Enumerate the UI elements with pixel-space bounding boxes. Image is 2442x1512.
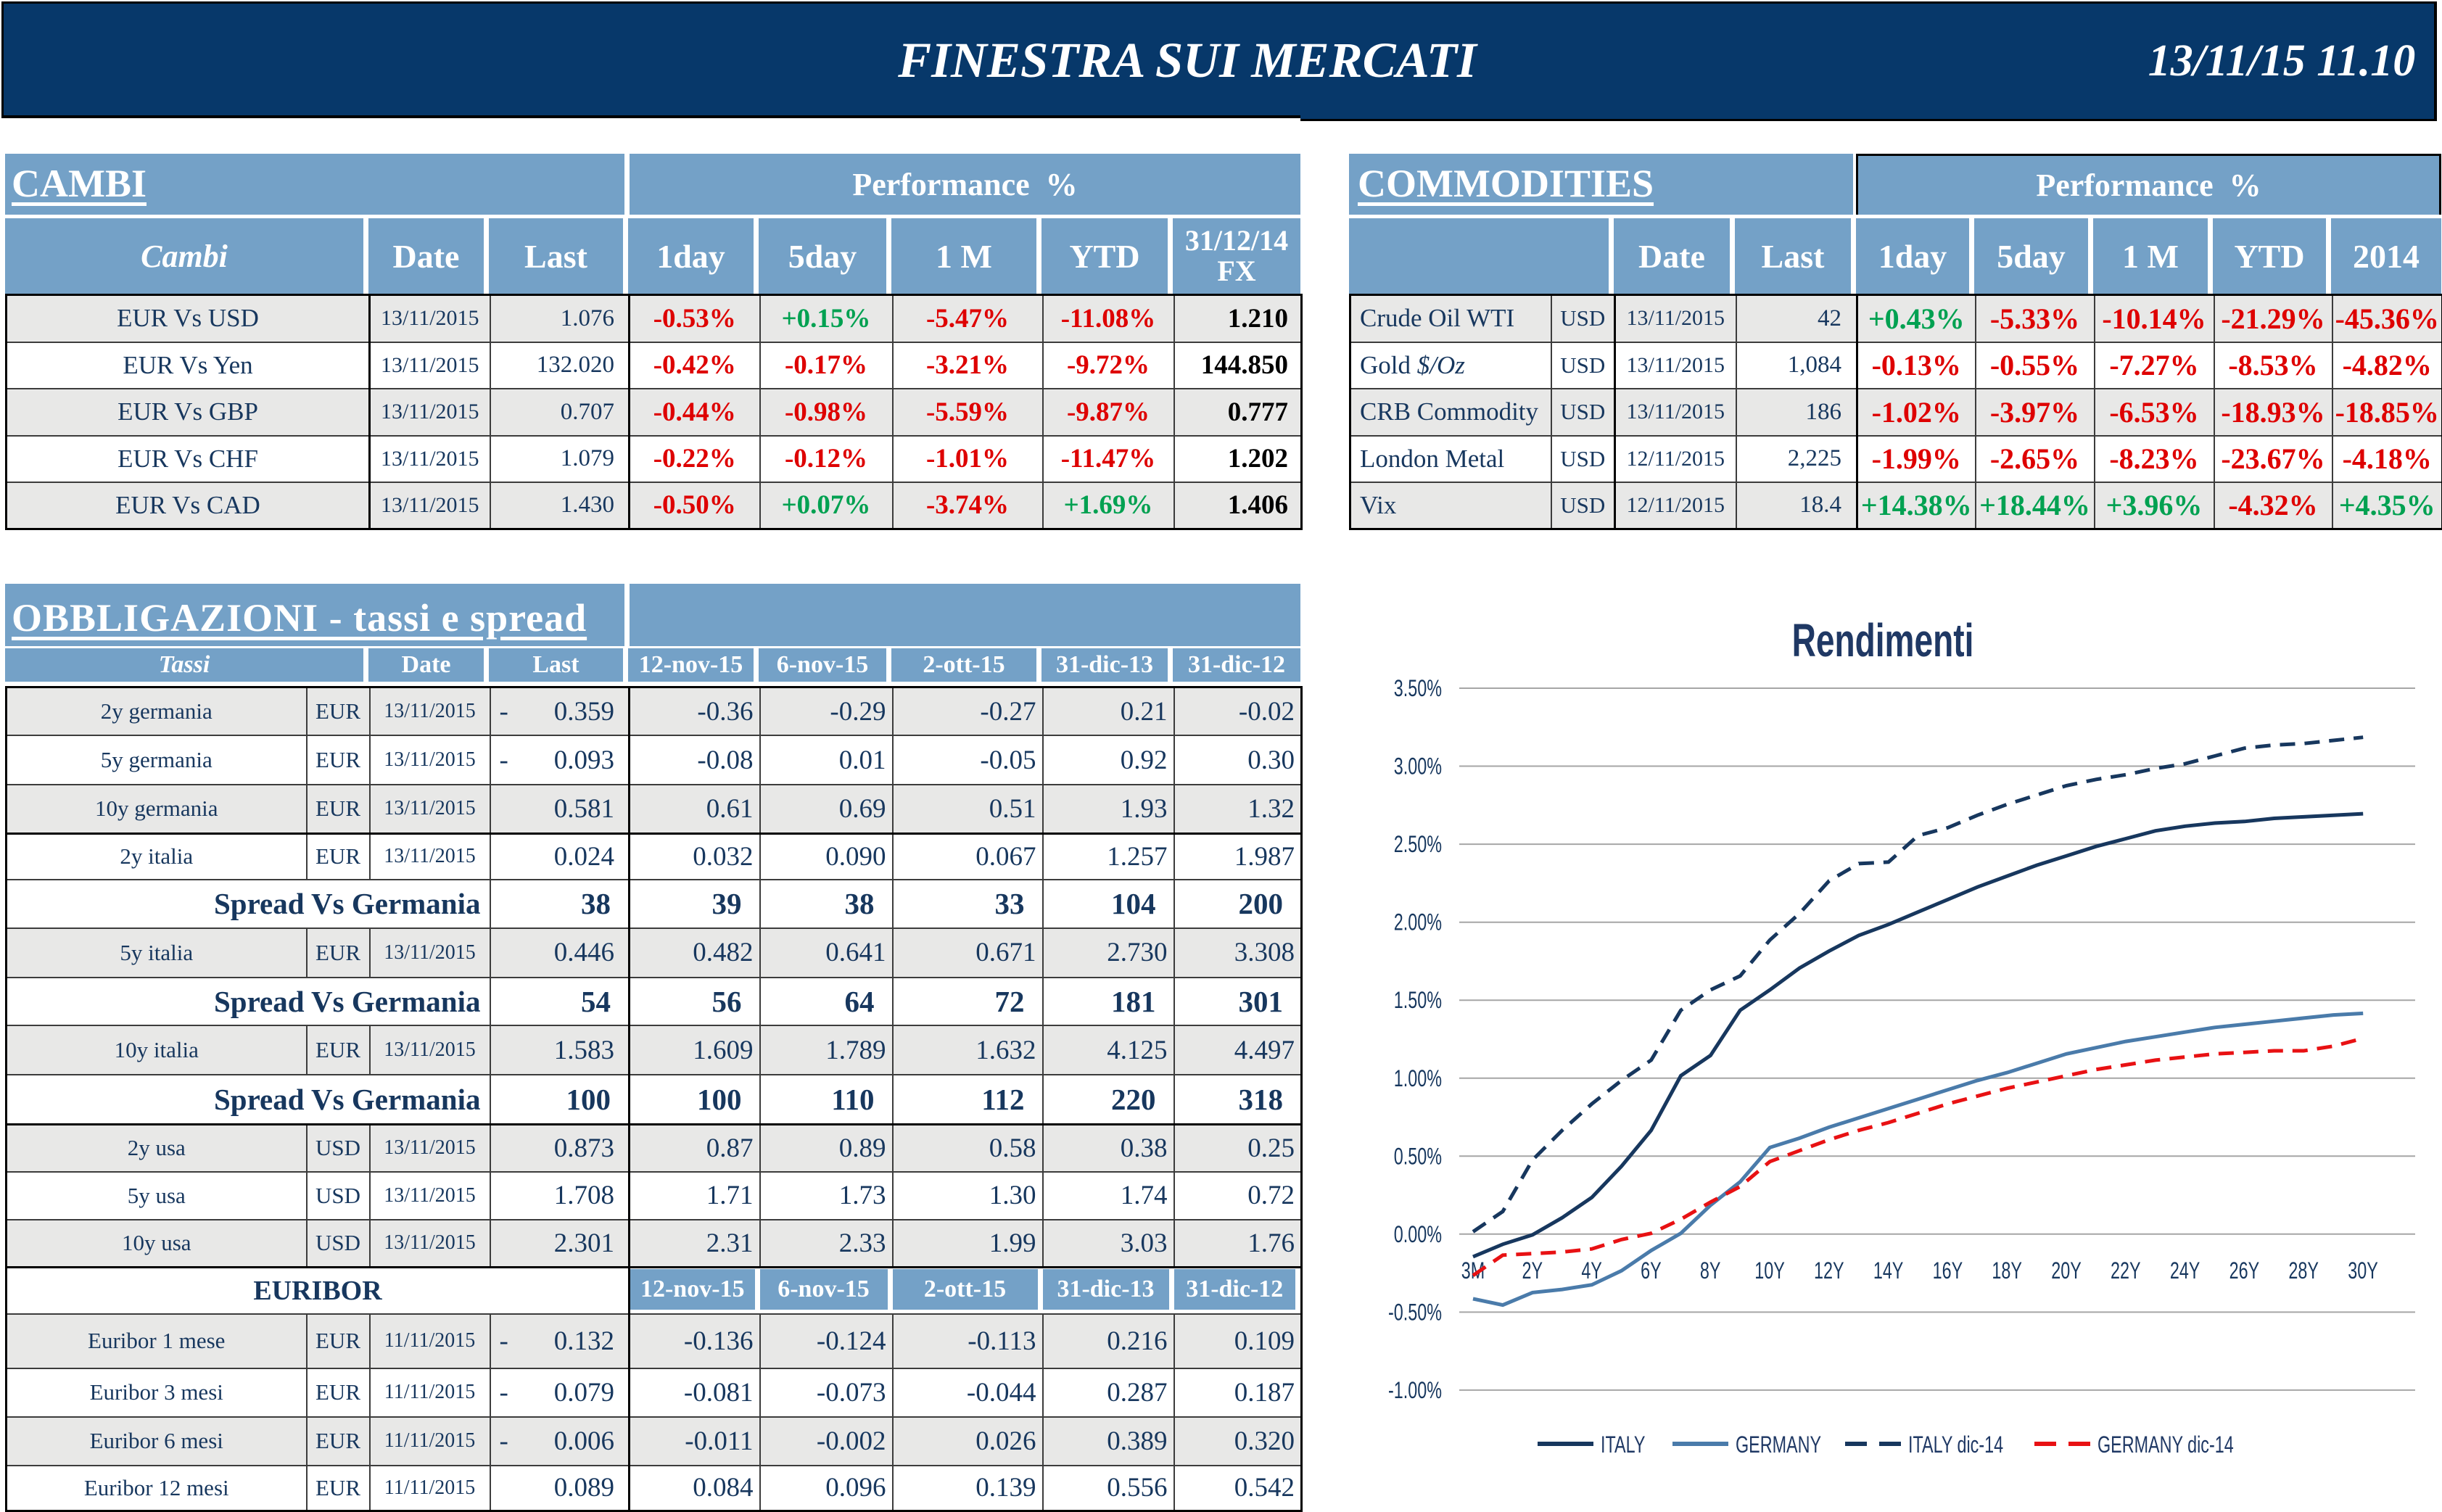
svg-text:18Y: 18Y (1992, 1257, 2022, 1283)
svg-text:-0.50%: -0.50% (1388, 1300, 1442, 1325)
svg-text:4Y: 4Y (1581, 1257, 1602, 1283)
svg-text:Rendimenti: Rendimenti (1792, 615, 1974, 666)
svg-text:GERMANY: GERMANY (1736, 1432, 1821, 1457)
svg-text:0.00%: 0.00% (1394, 1221, 1442, 1247)
svg-text:10Y: 10Y (1754, 1257, 1785, 1283)
svg-text:20Y: 20Y (2051, 1257, 2082, 1283)
svg-text:22Y: 22Y (2111, 1257, 2141, 1283)
svg-text:3.50%: 3.50% (1394, 675, 1442, 701)
svg-text:8Y: 8Y (1700, 1257, 1721, 1283)
svg-text:28Y: 28Y (2288, 1257, 2319, 1283)
svg-text:ITALY: ITALY (1601, 1432, 1646, 1457)
svg-text:3.00%: 3.00% (1394, 753, 1442, 779)
svg-text:6Y: 6Y (1641, 1257, 1662, 1283)
svg-text:GERMANY dic-14: GERMANY dic-14 (2097, 1432, 2234, 1457)
svg-text:ITALY dic-14: ITALY dic-14 (1908, 1432, 2003, 1457)
svg-text:2.00%: 2.00% (1394, 909, 1442, 935)
svg-text:2Y: 2Y (1522, 1257, 1543, 1283)
svg-text:2.50%: 2.50% (1394, 832, 1442, 857)
svg-text:16Y: 16Y (1933, 1257, 1963, 1283)
svg-text:14Y: 14Y (1873, 1257, 1904, 1283)
svg-text:-1.00%: -1.00% (1388, 1377, 1442, 1402)
svg-text:0.50%: 0.50% (1394, 1144, 1442, 1169)
svg-text:24Y: 24Y (2170, 1257, 2200, 1283)
svg-text:1.50%: 1.50% (1394, 988, 1442, 1013)
svg-text:1.00%: 1.00% (1394, 1065, 1442, 1091)
svg-text:26Y: 26Y (2229, 1257, 2260, 1283)
svg-text:30Y: 30Y (2348, 1257, 2378, 1283)
svg-text:12Y: 12Y (1814, 1257, 1844, 1283)
